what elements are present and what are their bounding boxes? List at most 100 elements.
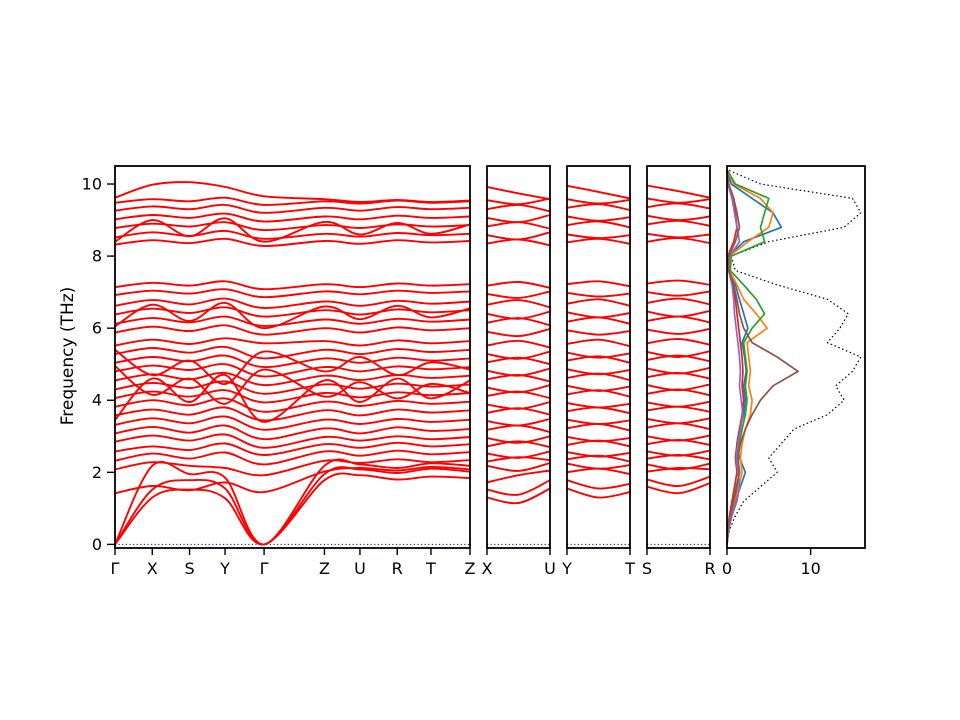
band-line [486, 203, 551, 213]
band-line [566, 479, 631, 490]
dos-curve-partial-dos-4 [726, 169, 745, 545]
band-line [486, 435, 551, 444]
band-line [566, 368, 631, 376]
band-line [114, 324, 471, 336]
band-line [486, 367, 551, 377]
band-line [566, 220, 631, 229]
x-tick-label: X [482, 559, 493, 578]
band-line [114, 348, 471, 385]
panel-frame [726, 165, 866, 549]
band-lines [566, 184, 631, 499]
x-tick-label: Γ [111, 559, 120, 578]
panel-frame [486, 165, 551, 549]
band-line [486, 281, 551, 289]
x-tick-label: Y [219, 559, 230, 578]
band-line [566, 198, 631, 205]
x-tick-label: 0 [722, 559, 732, 578]
band-line [566, 338, 631, 348]
band-line [646, 202, 711, 210]
band-line [114, 297, 471, 309]
band-line [646, 219, 711, 227]
band-line [646, 466, 711, 473]
band-line [566, 203, 631, 211]
band-line [646, 482, 711, 495]
band-line [566, 311, 631, 319]
band-line [114, 397, 471, 413]
band-line [114, 280, 471, 291]
x-tick-label: S [184, 559, 194, 578]
band-line [566, 487, 631, 499]
x-tick-label: 10 [800, 559, 820, 578]
band-line [646, 297, 711, 306]
band-line [646, 309, 711, 318]
band-line [566, 329, 631, 336]
y-tick-label: 0 [92, 535, 102, 554]
band-line [486, 479, 551, 496]
band-line [646, 232, 711, 239]
band-line [114, 424, 471, 441]
band-line [646, 327, 711, 335]
band-line [566, 384, 631, 392]
band-line [566, 291, 631, 298]
band-line [646, 214, 711, 222]
band-line [566, 418, 631, 425]
band-line [114, 449, 471, 466]
band-line [486, 424, 551, 433]
band-line [486, 462, 551, 472]
band-lines [114, 181, 471, 546]
panel-frame [114, 165, 471, 549]
band-line [486, 310, 551, 320]
x-tick-label: Γ [260, 559, 269, 578]
band-line [114, 365, 471, 405]
x-tick-label: U [544, 559, 556, 578]
band-line [646, 197, 711, 204]
band-line [114, 433, 471, 449]
x-tick-label: Z [465, 559, 476, 578]
band-line [486, 214, 551, 224]
band-line [646, 417, 711, 425]
band-line [114, 465, 471, 495]
band-line [114, 301, 471, 330]
band-line [646, 366, 711, 375]
band-line [486, 418, 551, 427]
band-line [566, 462, 631, 470]
band-line [114, 345, 471, 360]
band-line [486, 231, 551, 241]
x-tick-label: T [425, 559, 436, 578]
band-line [486, 221, 551, 230]
band-line [114, 380, 471, 395]
band-line [646, 449, 711, 457]
band-line [114, 415, 471, 431]
band-line [114, 441, 471, 456]
x-tick-label: U [354, 559, 366, 578]
band-line [486, 356, 551, 366]
dos-panel: 0 10 [722, 165, 866, 578]
x-tick-label: R [704, 559, 715, 578]
band-line [486, 401, 551, 410]
band-line [486, 440, 551, 449]
band-line [486, 350, 551, 360]
band-line [486, 450, 551, 459]
band-line [566, 233, 631, 240]
band-line [114, 337, 471, 347]
band-line [114, 315, 471, 327]
band-lines [486, 185, 551, 505]
band-line [486, 185, 551, 201]
band-line [486, 487, 551, 505]
band-line [646, 383, 711, 392]
band-line [646, 338, 711, 346]
band-line [486, 384, 551, 394]
band-line [486, 299, 551, 309]
band-line [114, 288, 471, 299]
band-line [646, 184, 711, 199]
band-line [114, 458, 471, 477]
band-line [566, 451, 631, 458]
band-line [486, 327, 551, 338]
band-line [566, 184, 631, 200]
dos-curve-partial-dos-6 [726, 169, 799, 545]
band-line [114, 371, 471, 387]
